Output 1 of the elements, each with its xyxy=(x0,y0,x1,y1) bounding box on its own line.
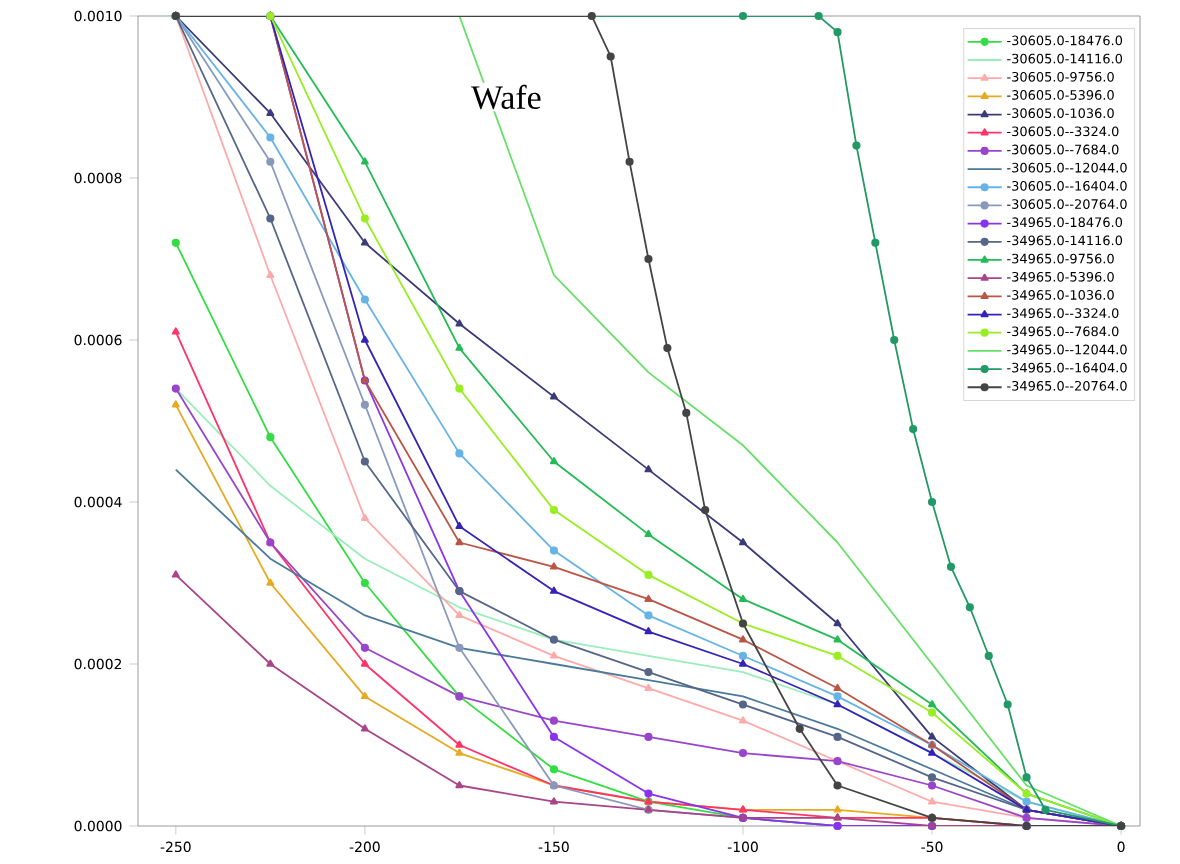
annotation: Wafe xyxy=(471,84,541,110)
